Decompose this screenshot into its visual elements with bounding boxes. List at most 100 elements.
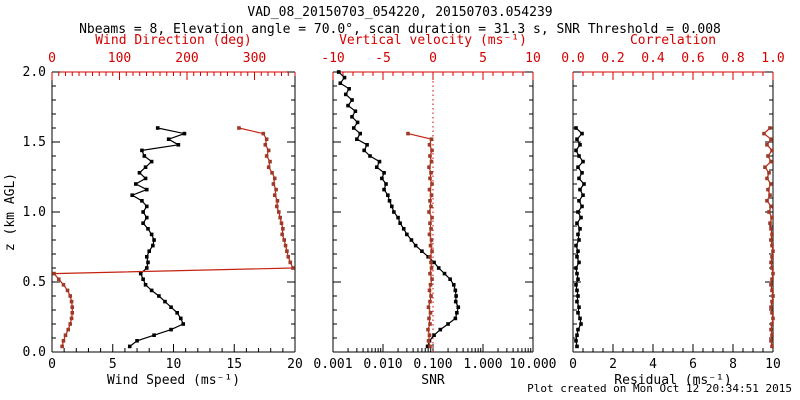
data-point <box>141 277 145 281</box>
data-point <box>146 227 150 231</box>
data-point <box>390 204 394 209</box>
data-point <box>430 277 434 281</box>
data-point <box>374 165 379 169</box>
data-point <box>429 266 434 270</box>
tick-label: 1.000 <box>463 357 502 372</box>
data-point <box>343 92 348 97</box>
data-point <box>272 193 277 197</box>
data-point <box>181 322 186 326</box>
panel-residual-correlation: 0.0 0.2 0.4 0.6 0.8 1.0 Correlation 0 2 4 6 8 10 Resi… <box>561 33 784 388</box>
tick-label: Residual (ms⁻¹) <box>614 373 731 388</box>
plot-footer: Plot created on Mon Oct 12 20:34:51 2015 <box>527 382 792 395</box>
data-point <box>380 176 384 181</box>
data-point <box>429 260 433 265</box>
data-point <box>65 288 70 293</box>
data-point <box>574 243 578 248</box>
data-point <box>266 165 271 169</box>
data-point <box>365 143 369 147</box>
data-point <box>429 159 434 164</box>
data-point <box>237 126 241 130</box>
data-point <box>429 204 433 209</box>
data-point <box>429 238 434 242</box>
data-point <box>149 288 154 293</box>
data-point <box>430 215 434 220</box>
data-point <box>140 199 144 203</box>
data-point <box>274 187 278 192</box>
data-point <box>428 154 432 158</box>
data-point <box>429 227 433 231</box>
data-point <box>769 137 773 141</box>
data-point <box>279 221 284 225</box>
series-vertical-velocity <box>406 131 434 349</box>
tick-label: 0 <box>569 357 577 372</box>
tick-label: 0.8 <box>721 51 744 66</box>
data-point <box>768 221 772 225</box>
data-point <box>61 339 66 343</box>
data-point <box>144 187 149 192</box>
data-point <box>576 165 580 169</box>
data-point <box>577 199 581 203</box>
data-point <box>143 165 148 169</box>
tick-label: -10 <box>321 51 344 66</box>
data-point <box>769 204 773 209</box>
data-point <box>575 344 579 349</box>
tick-label: 5 <box>109 357 117 372</box>
data-point <box>413 243 418 248</box>
data-point <box>427 288 432 293</box>
data-point <box>432 260 436 265</box>
tick-label: 200 <box>175 51 198 66</box>
tick-label: -5 <box>375 51 391 66</box>
tick-label: 15 <box>226 357 242 372</box>
data-point <box>427 232 432 237</box>
data-point <box>60 344 64 349</box>
data-point <box>384 182 388 186</box>
data-point <box>264 137 269 141</box>
data-point <box>176 143 181 147</box>
data-point <box>770 288 774 293</box>
data-point <box>396 215 400 220</box>
tick-label: 10 <box>765 357 781 372</box>
data-point <box>769 227 773 231</box>
data-point <box>582 182 586 186</box>
data-point <box>420 249 424 253</box>
data-point <box>382 171 386 175</box>
data-point <box>143 283 148 287</box>
data-point <box>448 277 452 281</box>
data-point <box>63 333 68 337</box>
data-point <box>144 255 149 259</box>
data-point <box>405 232 409 237</box>
tick-label: 1.0 <box>23 205 46 220</box>
data-point <box>281 227 285 231</box>
tick-label: 10 <box>166 357 182 372</box>
data-point <box>771 271 775 276</box>
tick-label: 1.5 <box>23 135 46 150</box>
tick-label: 0 <box>48 51 56 66</box>
data-point <box>263 143 268 147</box>
data-point <box>182 131 187 136</box>
data-point <box>362 148 366 153</box>
tick-label: 0.2 <box>601 51 624 66</box>
data-point <box>392 210 396 214</box>
data-point <box>288 260 293 265</box>
data-point <box>144 204 149 209</box>
data-point <box>768 193 772 197</box>
data-point <box>387 199 392 203</box>
data-point <box>769 260 773 265</box>
data-point <box>576 210 580 214</box>
data-point <box>430 249 434 253</box>
data-point <box>428 255 432 259</box>
data-point <box>166 137 171 141</box>
data-point <box>763 165 767 169</box>
data-point <box>428 283 433 287</box>
data-point <box>765 143 769 147</box>
data-point <box>770 322 774 326</box>
data-point <box>428 271 432 276</box>
data-point <box>152 333 156 337</box>
data-point <box>270 171 274 175</box>
data-point <box>574 339 578 343</box>
data-point <box>428 311 433 315</box>
